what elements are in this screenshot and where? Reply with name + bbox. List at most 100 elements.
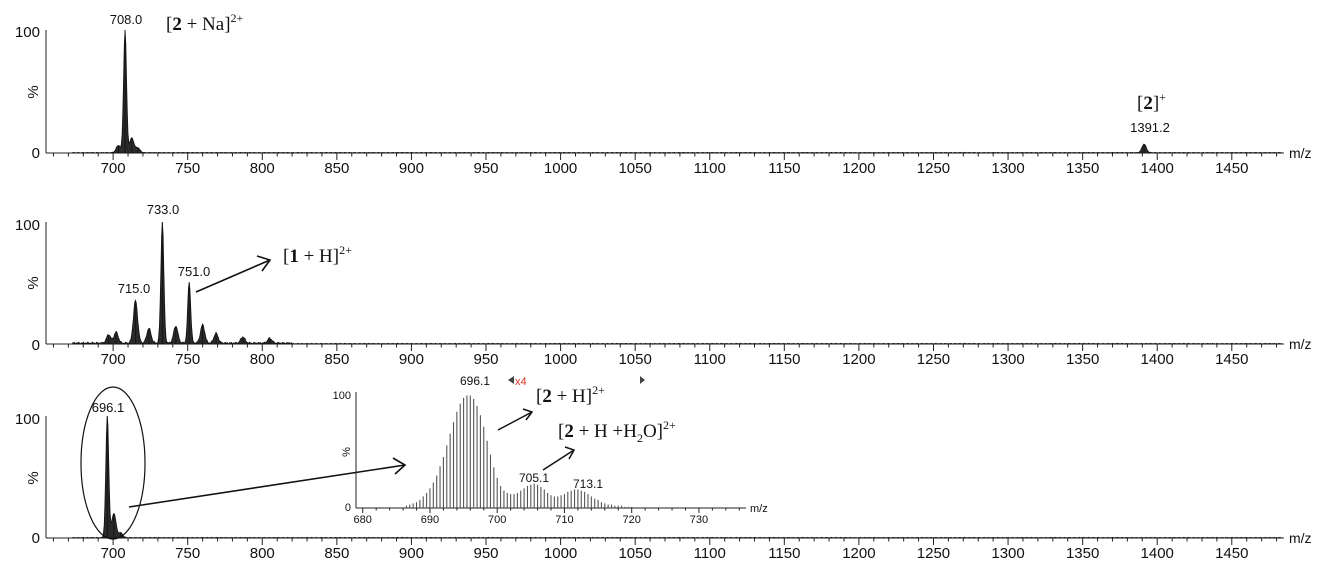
panel-bottom: 100 0 % 700 750 800 850 900 950 1000 1050 1100 11… [15,386,1312,562]
inset-xtick-label: 730 [690,514,708,526]
top-xtick-label: 900 [399,160,424,177]
top-xtick-label: 750 [175,160,200,177]
middle-xtick-label: 750 [175,351,200,368]
scale-marker-left-icon [508,376,514,384]
panel-top: 100 0 % 700 750 800 850 900 950 1000 1050 1100 11… [15,11,1312,177]
top-xtick-label: 1350 [1066,160,1099,177]
top-spectrum-trace [72,29,1282,154]
bottom-peak-label-696: 696.1 [92,400,125,415]
inset-bars [405,395,633,508]
middle-xtick-label: 1250 [917,351,950,368]
inset-arrow-2-h-h2o [542,449,575,471]
middle-spectrum-trace [72,221,1282,345]
scale-marker-right-icon [640,376,645,384]
inset-spectrum-panel: 100 0 % 680 690 700 710 720 730 m/z 696.1 705… [333,374,768,526]
top-xtick-label: 1150 [768,160,800,177]
top-annotation-2-na: [2 + Na]2+ [166,11,244,35]
middle-xtick-label: 1000 [544,351,577,368]
middle-xtick-label: 1450 [1215,351,1248,368]
inset-xtick-label: 710 [555,514,573,526]
bottom-xtick-label: 800 [250,545,275,562]
top-x-axis: 700 750 800 850 900 950 1000 1050 1100 1150 1200 12… [46,152,1284,177]
inset-peak-label-705: 705.1 [519,471,549,485]
middle-peak-label-751: 751.0 [178,264,211,279]
inset-ytick-100: 100 [333,390,351,402]
middle-xtick-label: 900 [399,351,424,368]
middle-ylabel: % [25,276,42,289]
inset-xtick-label: 700 [488,514,506,526]
inset-scale-label: x4 [515,376,527,388]
middle-xtick-label: 1150 [768,351,800,368]
middle-xtick-label: 1200 [842,351,875,368]
bottom-xtick-label: 1050 [618,545,651,562]
top-xtick-label: 1450 [1215,160,1248,177]
bottom-xtick-label: 1150 [768,545,800,562]
top-xtick-label: 1200 [842,160,875,177]
top-xtick-label: 850 [324,160,349,177]
middle-annotation-1-h: [1 + H]2+ [283,243,352,267]
top-annotation-2: [2]+ [1137,90,1166,114]
top-xtick-label: 1050 [618,160,651,177]
inset-ytick-0: 0 [345,502,351,514]
top-peak-label-708: 708.0 [110,12,143,27]
top-xtick-label: 800 [250,160,275,177]
inset-arrow-2-h [497,411,533,431]
bottom-zoom-arrowhead [392,457,407,475]
top-peak-label-1391: 1391.2 [1130,120,1170,135]
top-xtick-label: 1300 [991,160,1024,177]
top-xtick-label: 1250 [917,160,950,177]
bottom-xtick-label: 700 [101,545,126,562]
top-xtick-label: 700 [101,160,126,177]
bottom-xtick-label: 1450 [1215,545,1248,562]
top-ytick-0: 0 [32,145,40,162]
inset-xtick-label: 720 [623,514,641,526]
bottom-xlabel: m/z [1289,530,1312,546]
middle-xtick-label: 1400 [1141,351,1174,368]
middle-xtick-label: 800 [250,351,275,368]
middle-xtick-label: 850 [324,351,349,368]
bottom-xtick-label: 850 [324,545,349,562]
inset-arrowhead-2-h [522,408,534,421]
middle-peak-label-715: 715.0 [118,281,151,296]
top-xtick-label: 1400 [1141,160,1174,177]
bottom-x-axis: 700 750 800 850 900 950 1000 1050 1100 1150 1200 12… [46,537,1284,562]
middle-peak-label-733: 733.0 [147,202,180,217]
bottom-xtick-label: 950 [473,545,498,562]
inset-annotation-2-h-h2o: [2 + H +H2O]2+ [558,418,676,445]
bottom-highlight-ellipse [80,386,146,540]
middle-x-axis: 700 750 800 850 900 950 1000 1050 1100 1150 1200 12… [46,343,1284,368]
middle-spectrum [72,221,1282,345]
top-spectrum [72,29,1282,154]
bottom-ytick-100: 100 [15,411,40,428]
inset-xtick-label: 680 [354,514,372,526]
middle-xtick-label: 1050 [618,351,651,368]
middle-xtick-label: 1300 [991,351,1024,368]
inset-xtick-label: 690 [421,514,439,526]
top-xtick-label: 950 [473,160,498,177]
bottom-xtick-label: 1200 [842,545,875,562]
middle-arrowhead [256,255,272,272]
bottom-xtick-label: 900 [399,545,424,562]
middle-xtick-label: 700 [101,351,126,368]
middle-xlabel: m/z [1289,336,1312,352]
bottom-xtick-label: 1400 [1141,545,1174,562]
bottom-xtick-label: 1100 [694,545,726,562]
top-xlabel: m/z [1289,145,1312,161]
inset-x-axis: 680 690 700 710 720 730 [354,507,746,526]
inset-xlabel: m/z [750,503,768,515]
inset-peak-label-713: 713.1 [573,477,603,491]
inset-arrowhead-2-h-h2o [564,446,576,460]
bottom-xtick-label: 1300 [991,545,1024,562]
bottom-zoom-arrow [128,464,406,508]
bottom-ytick-0: 0 [32,530,40,547]
bottom-xtick-label: 1350 [1066,545,1099,562]
bottom-xtick-label: 750 [175,545,200,562]
middle-ytick-100: 100 [15,217,40,234]
inset-ylabel: % [341,447,353,457]
middle-arrow [195,259,271,293]
middle-xtick-label: 1350 [1066,351,1099,368]
bottom-spectrum [72,415,1282,539]
bottom-xtick-label: 1250 [917,545,950,562]
bottom-xtick-label: 1000 [544,545,577,562]
